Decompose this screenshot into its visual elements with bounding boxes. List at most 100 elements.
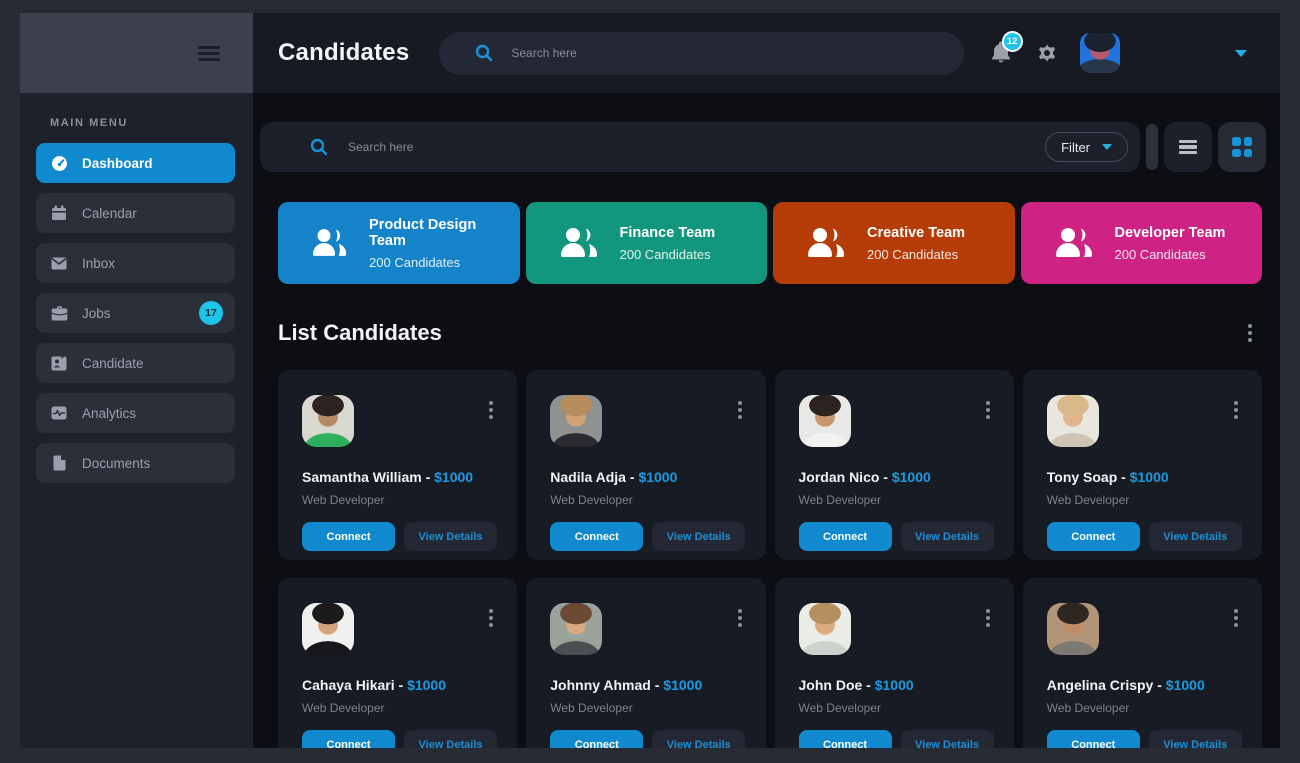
kebab-menu-icon[interactable] [1230,605,1242,631]
candidate-rate: $1000 [663,677,703,693]
sidebar-item-documents[interactable]: Documents [36,443,235,483]
sidebar-item-dashboard[interactable]: Dashboard [36,143,235,183]
connect-button[interactable]: Connect [798,730,892,748]
view-details-button[interactable]: View Details [404,730,497,748]
candidate-name: Johnny Ahmad - $1000 [550,677,703,693]
sidebar-item-label: Documents [82,455,151,471]
section-kebab-menu-icon[interactable] [1244,320,1256,346]
gear-icon [1038,44,1055,62]
kebab-menu-icon[interactable] [1230,397,1242,423]
gauge-icon [50,154,68,172]
connect-button[interactable]: Connect [302,522,395,551]
team-count: 200 Candidates [867,246,959,262]
team-card-creative[interactable]: Creative Team 200 Candidates [773,202,1015,284]
list-view-button[interactable] [1164,122,1212,172]
sidebar: MAIN MENU Dashboard Calendar Inbox Jobs [20,13,253,748]
view-details-button[interactable]: View Details [652,522,746,551]
connect-button[interactable]: Connect [798,522,892,551]
search-placeholder: Search here [511,46,577,60]
sidebar-section-label: MAIN MENU [50,117,128,129]
candidate-card: Nadila Adja - $1000 Web Developer Connec… [526,370,766,560]
connect-button[interactable]: Connect [550,522,644,551]
view-details-button[interactable]: View Details [900,522,994,551]
candidate-role: Web Developer [1046,701,1130,715]
search-icon [310,138,328,156]
people-icon [1055,228,1092,257]
candidate-card: John Doe - $1000 Web Developer Connect V… [774,578,1014,748]
candidate-rate: $1000 [1165,677,1205,693]
sidebar-item-label: Analytics [82,405,137,421]
candidate-name: Nadila Adja - $1000 [550,469,678,485]
team-count: 200 Candidates [1114,246,1206,262]
kebab-menu-icon[interactable] [982,605,994,631]
sidebar-item-calendar[interactable]: Calendar [36,193,235,233]
team-name: Finance Team [619,224,716,241]
kebab-menu-icon[interactable] [485,397,497,423]
people-icon [312,229,347,256]
candidate-rate: $1000 [434,469,474,485]
people-icon [560,228,597,257]
list-search-input[interactable]: Search here Filter [260,122,1140,172]
grid-view-icon [1232,137,1252,157]
candidate-photo [550,395,603,447]
kebab-menu-icon[interactable] [982,397,994,423]
filter-dropdown[interactable]: Filter [1045,132,1128,162]
view-details-button[interactable]: View Details [652,730,746,748]
settings-button[interactable] [1036,42,1058,64]
connect-button[interactable]: Connect [1046,522,1140,551]
team-name: Product Design Team [369,216,477,249]
document-icon [50,454,68,472]
candidate-rate: $1000 [891,469,931,485]
team-name: Creative Team [867,224,966,241]
connect-button[interactable]: Connect [302,730,395,748]
sidebar-item-label: Calendar [82,205,137,221]
view-details-button[interactable]: View Details [1148,730,1242,748]
candidate-rate: $1000 [638,469,678,485]
kebab-menu-icon[interactable] [734,605,746,631]
kebab-menu-icon[interactable] [485,605,497,631]
team-card-product-design[interactable]: Product Design Team 200 Candidates [278,202,520,284]
team-count: 200 Candidates [369,254,461,270]
connect-button[interactable]: Connect [550,730,644,748]
top-header: Candidates Search here 12 Franklin Jr. [253,13,1280,93]
view-details-button[interactable]: View Details [1148,522,1242,551]
envelope-icon [50,254,68,272]
sidebar-item-inbox[interactable]: Inbox [36,243,235,283]
candidate-rate: $1000 [1129,469,1169,485]
view-details-button[interactable]: View Details [900,730,994,748]
calendar-icon [50,204,68,222]
section-title: List Candidates [278,320,442,345]
kebab-menu-icon[interactable] [734,397,746,423]
candidate-card: Johnny Ahmad - $1000 Web Developer Conne… [526,578,766,748]
candidate-card: Samantha William - $1000 Web Developer C… [278,370,518,560]
team-cards-row: Product Design Team 200 Candidates Finan… [278,202,1262,284]
candidate-photo [1046,395,1099,447]
divider [1146,124,1158,170]
candidate-photo [550,603,603,655]
sidebar-item-analytics[interactable]: Analytics [36,393,235,433]
grid-view-button[interactable] [1218,122,1266,172]
user-avatar[interactable] [1079,33,1120,73]
team-card-finance[interactable]: Finance Team 200 Candidates [525,202,767,284]
connect-button[interactable]: Connect [1046,730,1140,748]
candidate-card: Angelina Crispy - $1000 Web Developer Co… [1022,578,1262,748]
candidate-photo [798,603,851,655]
chevron-down-icon[interactable] [1235,49,1247,57]
header-search-input[interactable]: Search here [439,31,965,75]
view-details-button[interactable]: View Details [404,522,497,551]
candidate-role: Web Developer [550,493,633,507]
candidate-photo [302,603,354,655]
main-area: Candidates Search here 12 Franklin Jr. [253,13,1280,748]
notifications-button[interactable]: 12 [990,31,1023,66]
sidebar-item-candidate[interactable]: Candidate [36,343,235,383]
candidate-role: Web Developer [1046,493,1130,507]
id-card-icon [50,354,68,372]
sidebar-item-jobs[interactable]: Jobs 17 [36,293,235,333]
team-card-developer[interactable]: Developer Team 200 Candidates [1020,202,1262,284]
list-view-icon [1179,137,1197,156]
user-name: Franklin Jr. [1143,45,1213,61]
briefcase-icon [50,304,68,322]
sidebar-item-label: Jobs [82,305,111,321]
hamburger-menu-icon[interactable] [198,43,220,64]
candidate-photo [1046,603,1099,655]
